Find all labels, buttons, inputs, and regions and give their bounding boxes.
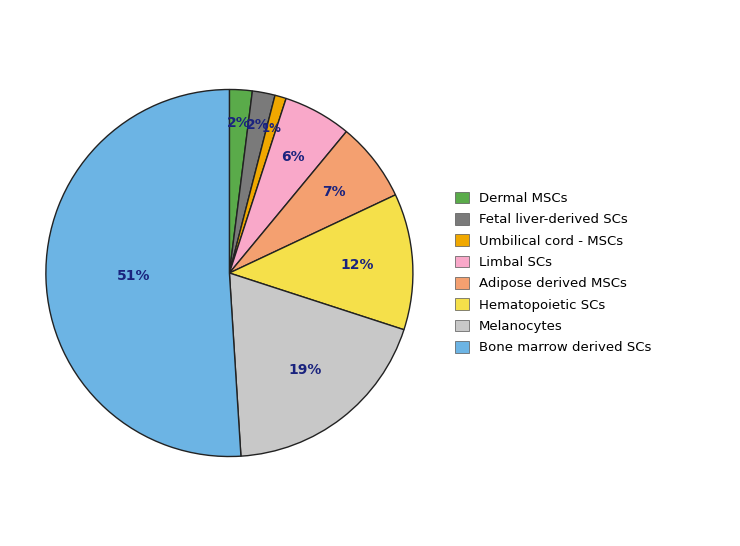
- Text: 2%: 2%: [246, 118, 269, 132]
- Text: 12%: 12%: [341, 258, 374, 272]
- Wedge shape: [229, 273, 404, 456]
- Text: 6%: 6%: [281, 150, 305, 164]
- Wedge shape: [229, 95, 286, 273]
- Wedge shape: [229, 195, 413, 330]
- Text: 7%: 7%: [322, 185, 346, 199]
- Wedge shape: [229, 132, 395, 273]
- Text: 1%: 1%: [261, 122, 281, 135]
- Wedge shape: [229, 91, 275, 273]
- Text: 2%: 2%: [227, 116, 251, 130]
- Text: 19%: 19%: [288, 363, 321, 377]
- Text: 51%: 51%: [117, 269, 151, 283]
- Wedge shape: [46, 90, 241, 456]
- Wedge shape: [229, 90, 252, 273]
- Legend: Dermal MSCs, Fetal liver-derived SCs, Umbilical cord - MSCs, Limbal SCs, Adipose: Dermal MSCs, Fetal liver-derived SCs, Um…: [451, 188, 656, 358]
- Wedge shape: [229, 98, 346, 273]
